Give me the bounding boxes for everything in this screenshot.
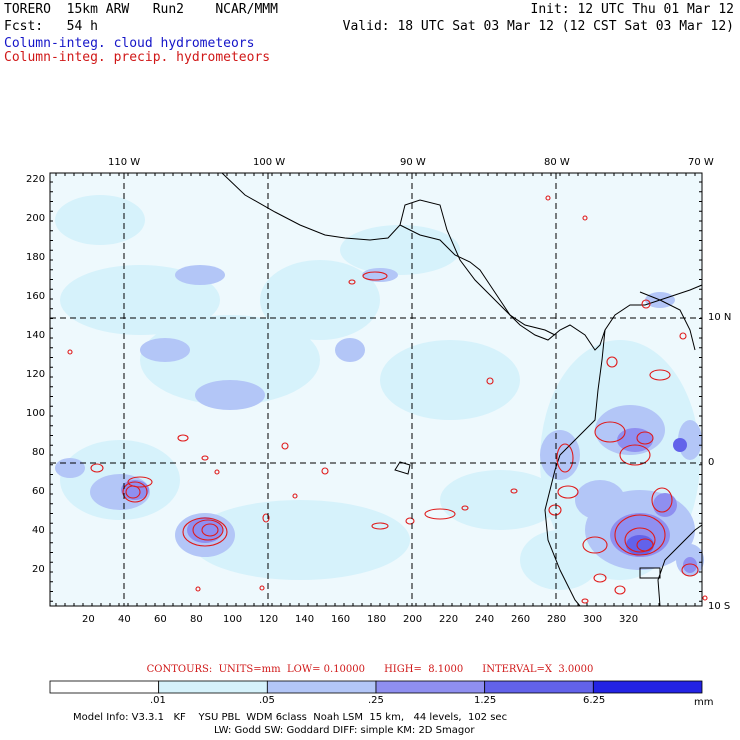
x-tick-label: 200 — [403, 614, 423, 625]
x-tick-label: 260 — [511, 614, 531, 625]
colorbar-segment — [49, 680, 160, 694]
colorbar-label: .25 — [368, 695, 384, 706]
y-tick-label: 100 — [26, 408, 46, 419]
x-tick-label: 220 — [439, 614, 459, 625]
x-tick-label: 300 — [583, 614, 603, 625]
lon-label-100w: 100 W — [253, 157, 286, 168]
legend-precip-hydrometeors: Column-integ. precip. hydrometeors — [4, 50, 271, 65]
lat-label-10s: 10 S — [708, 601, 731, 612]
x-tick-label: 320 — [619, 614, 639, 625]
x-tick-label: 60 — [154, 614, 167, 625]
lon-label-110w: 110 W — [108, 157, 141, 168]
colorbar-label: .01 — [150, 695, 166, 706]
x-tick-label: 100 — [223, 614, 243, 625]
y-tick-label: 80 — [32, 447, 45, 458]
colorbar-units: mm — [694, 697, 714, 708]
valid-time: Valid: 18 UTC Sat 03 Mar 12 (12 CST Sat … — [342, 19, 734, 34]
lon-label-90w: 90 W — [400, 157, 426, 168]
colorbar-segment — [266, 680, 377, 694]
y-tick-label: 220 — [26, 174, 46, 185]
x-tick-label: 80 — [190, 614, 203, 625]
colorbar-label: 6.25 — [583, 695, 606, 706]
y-tick-label: 160 — [26, 291, 46, 302]
map-frame — [49, 172, 703, 607]
lat-lon-grid — [50, 173, 702, 606]
x-tick-label: 140 — [295, 614, 315, 625]
colorbar-label: 1.25 — [474, 695, 497, 706]
legend-cloud-hydrometeors: Column-integ. cloud hydrometeors — [4, 36, 255, 51]
y-tick-label: 120 — [26, 369, 46, 380]
colorbar-segment — [375, 680, 486, 694]
coastlines — [221, 172, 703, 607]
colorbar-segment — [592, 680, 703, 694]
model-title: TORERO 15km ARW Run2 NCAR/MMM — [4, 2, 278, 17]
y-tick-label: 60 — [32, 486, 45, 497]
init-time: Init: 12 UTC Thu 01 Mar 12 — [530, 2, 735, 17]
model-info-line1: Model Info: V3.3.1 KF YSU PBL WDM 6class… — [73, 712, 508, 723]
x-tick-label: 40 — [118, 614, 131, 625]
contour-info: CONTOURS: UNITS=mm LOW= 0.10000 HIGH= 8.… — [146, 664, 594, 675]
y-tick-label: 140 — [26, 330, 46, 341]
precip-contours — [67, 195, 708, 604]
x-tick-label: 20 — [82, 614, 95, 625]
colorbar-segment — [158, 680, 268, 694]
colorbar — [49, 680, 703, 694]
x-tick-label: 120 — [259, 614, 279, 625]
y-tick-label: 180 — [26, 252, 46, 263]
lon-label-80w: 80 W — [544, 157, 570, 168]
axis-ticks — [50, 173, 702, 606]
x-tick-label: 280 — [547, 614, 567, 625]
x-tick-label: 240 — [475, 614, 495, 625]
lon-label-70w: 70 W — [688, 157, 714, 168]
x-tick-label: 160 — [331, 614, 351, 625]
cloud-field-light — [55, 195, 700, 590]
model-info-line2: LW: Godd SW: Goddard DIFF: simple KM: 2D… — [214, 725, 475, 736]
lat-label-0: 0 — [708, 457, 715, 468]
y-tick-label: 20 — [32, 564, 45, 575]
cloud-field-intense — [626, 438, 687, 555]
x-tick-label: 180 — [367, 614, 387, 625]
y-tick-label: 200 — [26, 213, 46, 224]
colorbar-label: .05 — [259, 695, 275, 706]
forecast-hour: Fcst: 54 h — [4, 19, 98, 34]
lat-label-10n: 10 N — [708, 312, 732, 323]
y-tick-label: 40 — [32, 525, 45, 536]
colorbar-segment — [484, 680, 594, 694]
